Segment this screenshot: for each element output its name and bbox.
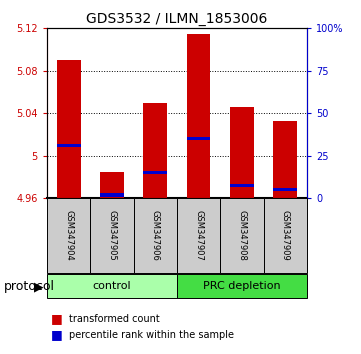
Bar (134, 198, 177, 273)
Text: GSM347906: GSM347906 (151, 210, 160, 261)
Bar (143, 171, 167, 174)
Bar (47, 274, 177, 298)
Text: GSM347909: GSM347909 (281, 210, 290, 261)
Text: percentile rank within the sample: percentile rank within the sample (69, 330, 234, 339)
Bar (230, 107, 254, 198)
Bar (230, 184, 254, 187)
Bar (47, 198, 90, 273)
Text: GSM347904: GSM347904 (64, 210, 73, 261)
Bar (177, 198, 220, 273)
Text: GSM347907: GSM347907 (194, 210, 203, 261)
Bar (273, 121, 297, 198)
Text: transformed count: transformed count (69, 314, 159, 324)
Bar (143, 103, 167, 198)
Bar (187, 34, 210, 198)
Bar (273, 188, 297, 191)
Bar (177, 274, 307, 298)
Bar (220, 198, 264, 273)
Text: ■: ■ (51, 328, 62, 341)
Bar (57, 144, 81, 147)
Bar (100, 172, 124, 198)
Text: protocol: protocol (4, 280, 55, 293)
Bar (264, 198, 307, 273)
Title: GDS3532 / ILMN_1853006: GDS3532 / ILMN_1853006 (86, 12, 268, 26)
Text: control: control (93, 281, 131, 291)
Text: GSM347905: GSM347905 (108, 210, 116, 261)
Text: ■: ■ (51, 312, 62, 325)
Bar (90, 198, 134, 273)
Text: ▶: ▶ (34, 280, 44, 293)
Bar (187, 137, 210, 140)
Text: PRC depletion: PRC depletion (203, 281, 281, 291)
Bar (57, 60, 81, 198)
Text: GSM347908: GSM347908 (238, 210, 246, 261)
Bar (100, 193, 124, 196)
